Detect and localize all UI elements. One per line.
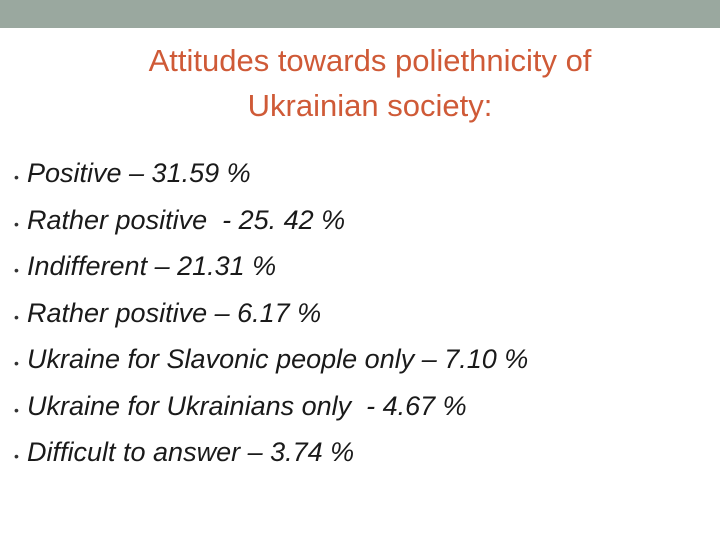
bullet-item-rather-positive-2: • Rather positive – 6.17 % — [14, 290, 528, 337]
bullet-dot-icon: • — [14, 448, 19, 464]
bullet-text: Ukraine for Ukrainians only - 4.67 % — [27, 390, 467, 421]
bullet-item-positive: • Positive – 31.59 % — [14, 150, 528, 197]
bullet-dot-icon: • — [14, 169, 19, 185]
bullet-text: Rather positive – 6.17 % — [27, 297, 322, 328]
bullet-dot-icon: • — [14, 401, 19, 418]
bullet-dot-icon: • — [14, 262, 19, 278]
bullet-dot-icon: • — [14, 308, 19, 325]
bullet-item-indifferent: • Indifferent – 21.31 % — [14, 243, 528, 290]
bullet-list: • Positive – 31.59 % • Rather positive -… — [14, 150, 528, 476]
top-accent-bar — [0, 0, 720, 28]
bullet-item-ukrainians-only: • Ukraine for Ukrainians only - 4.67 % — [14, 383, 528, 430]
bullet-dot-icon: • — [14, 355, 19, 371]
bullet-dot-icon: • — [14, 215, 19, 232]
bullet-item-slavonic-only: • Ukraine for Slavonic people only – 7.1… — [14, 336, 528, 383]
bullet-item-rather-positive: • Rather positive - 25. 42 % — [14, 197, 528, 244]
bullet-text: Rather positive - 25. 42 % — [27, 204, 346, 235]
bullet-text: Positive – 31.59 % — [27, 158, 251, 188]
bullet-text: Indifferent – 21.31 % — [27, 251, 277, 281]
slide-title-line-2: Ukrainian society: — [247, 88, 493, 123]
bullet-text: Difficult to answer – 3.74 % — [27, 437, 355, 467]
bullet-item-difficult-to-answer: • Difficult to answer – 3.74 % — [14, 429, 528, 476]
bullet-text: Ukraine for Slavonic people only – 7.10 … — [27, 344, 529, 374]
slide-title: Attitudes towards poliethnicity of Ukrai… — [60, 38, 680, 128]
slide-title-line-1: Attitudes towards poliethnicity of — [148, 43, 592, 78]
